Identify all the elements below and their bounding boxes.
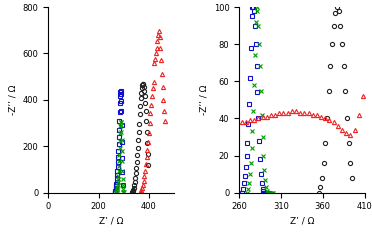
- Y-axis label: -Z’’ / Ω: -Z’’ / Ω: [199, 85, 208, 115]
- X-axis label: Z’ / Ω: Z’ / Ω: [290, 217, 314, 226]
- X-axis label: Z’ / Ω: Z’ / Ω: [99, 217, 123, 226]
- Y-axis label: -Z’’ / Ω: -Z’’ / Ω: [8, 85, 17, 115]
